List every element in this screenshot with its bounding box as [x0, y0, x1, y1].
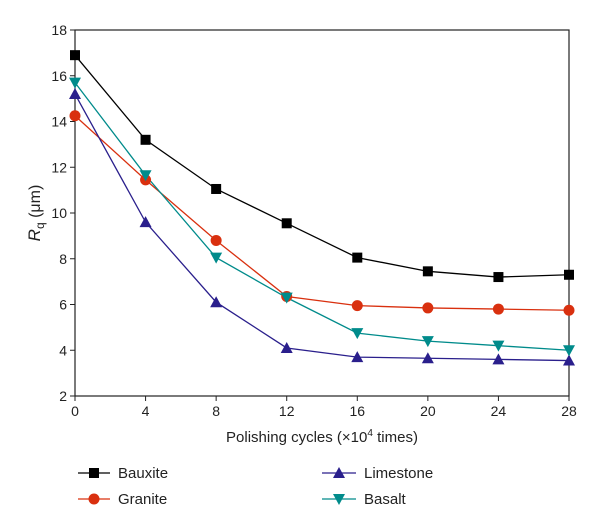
legend: Bauxite Granite Limestone Basalt [78, 465, 433, 508]
legend-label: Granite [118, 491, 167, 508]
limestone-data-point [351, 351, 364, 363]
legend-label: Limestone [364, 465, 433, 482]
basalt-data-point [139, 170, 152, 182]
limestone-data-point [280, 341, 293, 353]
x-axis-title: Polishing cycles (×104 times) [226, 428, 418, 446]
x-tick-label: 28 [561, 403, 577, 419]
x-tick-label: 8 [212, 403, 220, 419]
x-tick-label: 12 [279, 403, 295, 419]
limestone-data-point [69, 88, 81, 100]
granite-data-point [422, 302, 434, 314]
y-axis-title-main: R [25, 229, 44, 241]
y-tick-label: 4 [59, 342, 67, 358]
series-markers [69, 50, 575, 366]
legend-marker [333, 494, 345, 505]
series-lines [74, 54, 570, 362]
legend-marker [88, 493, 100, 505]
x-tick-label: 20 [420, 403, 436, 419]
legend-item-basalt: Basalt [322, 491, 407, 508]
basalt-data-point [210, 252, 223, 264]
granite-data-point [210, 234, 222, 246]
granite-data-point [563, 304, 575, 316]
bauxite-data-point [422, 266, 433, 277]
limestone-data-point [492, 353, 505, 365]
limestone-data-point [421, 352, 434, 364]
bauxite-data-point [281, 218, 292, 229]
basalt-data-point [69, 77, 81, 89]
x-tick-label: 24 [491, 403, 507, 419]
x-axis-title-sup: 4 [367, 428, 373, 439]
legend-item-granite: Granite [78, 491, 167, 508]
bauxite-data-point [564, 269, 574, 280]
bauxite-data-point [493, 272, 504, 283]
legend-label: Bauxite [118, 465, 168, 482]
y-axis-title: Rq (μm) [25, 185, 47, 242]
bauxite-data-point [70, 50, 80, 61]
basalt-data-point [280, 292, 293, 304]
x-axis-title-main: Polishing cycles (×10 [226, 429, 367, 446]
legend-label: Basalt [364, 491, 407, 508]
y-tick-label: 18 [51, 22, 67, 38]
x-tick-label: 16 [349, 403, 365, 419]
y-tick-label: 10 [51, 205, 67, 221]
bauxite-data-point [211, 183, 222, 194]
legend-marker [333, 467, 345, 478]
y-tick-label: 14 [51, 114, 67, 130]
x-axis-title-end: times) [373, 429, 418, 446]
limestone-data-point [139, 216, 152, 228]
bauxite-data-point [352, 252, 363, 263]
bauxite-series-line [74, 54, 570, 278]
limestone-data-point [210, 296, 223, 308]
basalt-data-point [563, 345, 575, 357]
granite-data-point [351, 300, 363, 312]
legend-marker [89, 468, 99, 478]
y-tick-label: 8 [59, 251, 67, 267]
bauxite-data-point [140, 134, 151, 145]
y-axis-title-sub: q [33, 222, 47, 229]
legend-item-bauxite: Bauxite [78, 465, 168, 482]
basalt-data-point [351, 328, 364, 340]
x-tick-label: 0 [71, 403, 79, 419]
basalt-data-point [421, 336, 434, 348]
limestone-data-point [563, 354, 575, 366]
y-axis-title-unit: (μm) [27, 185, 44, 223]
y-tick-label: 16 [51, 68, 67, 84]
y-tick-label: 6 [59, 297, 67, 313]
granite-data-point [492, 303, 504, 315]
granite-data-point [69, 110, 81, 122]
limestone-series-line [74, 93, 570, 362]
x-tick-label: 4 [142, 403, 150, 419]
y-tick-label: 2 [59, 388, 67, 404]
legend-item-limestone: Limestone [322, 465, 433, 482]
y-tick-label: 12 [51, 159, 67, 175]
basalt-series-line [74, 82, 570, 351]
basalt-data-point [492, 340, 505, 352]
